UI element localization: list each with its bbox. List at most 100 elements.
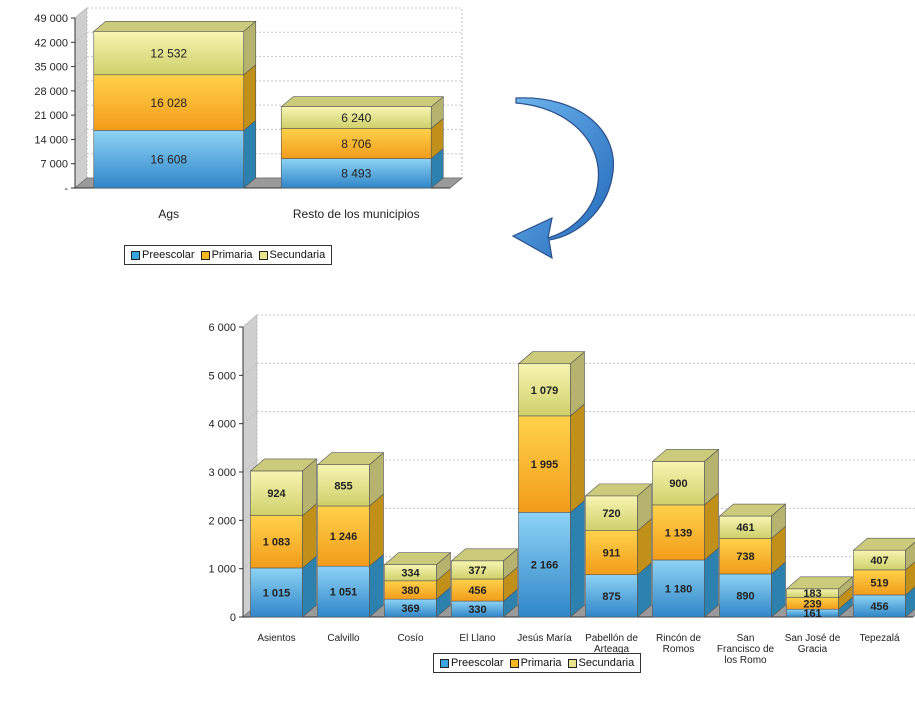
y-tick-label: 28 000	[34, 86, 68, 98]
data-label: 875	[602, 591, 620, 603]
bar-segment-primaria	[719, 538, 772, 575]
bar-segment-primaria	[280, 128, 432, 159]
bar-top-face	[92, 20, 257, 32]
legend-totales: Preescolar Primaria Secundaria	[124, 245, 333, 265]
data-label: 1 083	[263, 537, 291, 549]
y-tick-label: 4 000	[208, 419, 236, 431]
x-category-label: Pabellón de Arteaga	[585, 633, 638, 655]
data-label: 330	[468, 604, 486, 616]
data-label: 911	[603, 548, 621, 560]
y-tick-label: 3 000	[208, 467, 236, 479]
data-label: 1 180	[665, 583, 693, 595]
data-label: 380	[401, 585, 419, 597]
gridline	[74, 129, 88, 140]
bar-segment-preescolar	[652, 559, 705, 618]
y-tick-label: 5 000	[208, 370, 236, 382]
bar-top-face	[651, 449, 720, 462]
y-tick-label: 7 000	[40, 159, 68, 171]
chart-municipios: 0 1 000 2 000 3 000 4 000 5 000 6 000 1 015 1 08…	[208, 313, 915, 666]
data-label: 161	[803, 608, 821, 620]
gridline	[74, 80, 88, 92]
bar-segment-primaria-side	[570, 403, 585, 513]
data-label: 8 706	[341, 137, 371, 151]
gridline	[242, 556, 258, 570]
x-category-label: Tepezalá	[859, 633, 899, 644]
bar-segment-primaria	[93, 74, 245, 131]
data-label: 519	[870, 577, 888, 589]
y-tick-label: 0	[230, 612, 236, 624]
legend-swatch-secundaria	[567, 658, 577, 668]
x-category-label: San Francisco de los Romo	[717, 633, 775, 666]
legend-label: Preescolar	[451, 657, 504, 669]
bar-segment-primaria	[250, 515, 303, 569]
legend-label: Secundaria	[269, 249, 326, 261]
gridline	[74, 7, 88, 19]
bar-segment-primaria-side	[369, 493, 384, 567]
gridline	[74, 56, 88, 67]
bar-segment-primaria	[853, 569, 906, 596]
x-category-label: Asientos	[257, 633, 295, 644]
data-label: 6 240	[341, 111, 371, 125]
legend-label: Primaria	[211, 249, 253, 261]
bar-segment-preescolar-side	[243, 119, 257, 189]
data-label: 900	[669, 478, 687, 490]
bar-segment-secundaria	[652, 461, 705, 506]
bar-top-face	[785, 576, 854, 590]
side-wall	[74, 6, 88, 190]
x-category-label: Jesús María	[517, 633, 572, 644]
data-label: 334	[401, 568, 420, 580]
data-label: 16 608	[150, 153, 187, 167]
bar-segment-primaria	[652, 504, 705, 561]
gridline	[242, 459, 258, 473]
gridline	[242, 507, 258, 521]
legend-item-secundaria: Secundaria	[258, 249, 326, 261]
legend-label: Primaria	[520, 657, 562, 669]
data-label: 461	[736, 522, 754, 534]
y-tick-label: 35 000	[34, 62, 68, 74]
bar-segment-secundaria	[317, 464, 370, 507]
data-label: 738	[736, 551, 754, 563]
y-tick-label: 2 000	[208, 515, 236, 527]
bar-segment-preescolar	[518, 512, 571, 618]
bar-segment-primaria	[518, 415, 571, 513]
bar-top-face	[852, 537, 915, 551]
legend-municipios: Preescolar Primaria Secundaria	[433, 653, 642, 673]
bar-segment-primaria	[585, 530, 638, 576]
bar-segment-preescolar	[719, 573, 772, 618]
data-label: 1 139	[665, 527, 693, 539]
bar-segment-primaria	[317, 505, 370, 567]
x-category-label: Rincón de Romos	[656, 633, 701, 655]
bar-segment-secundaria	[585, 495, 638, 531]
curved-arrow-icon	[511, 97, 614, 260]
legend-item-primaria: Primaria	[509, 657, 562, 669]
x-category-label: Resto de los municipios	[293, 207, 420, 221]
data-label: 407	[870, 555, 888, 567]
gridline	[74, 104, 88, 116]
legend-swatch-primaria	[200, 250, 210, 260]
data-label: 1 079	[531, 385, 559, 397]
y-tick-label: 1 000	[208, 564, 236, 576]
x-category-label: Calvillo	[327, 633, 360, 644]
data-label: 924	[267, 488, 286, 500]
bar-segment-secundaria	[518, 363, 571, 417]
data-label: 377	[468, 565, 486, 577]
data-label: 890	[736, 590, 754, 602]
data-label: 456	[870, 601, 888, 613]
gridline	[242, 314, 258, 328]
chart-totales: - 7 000 14 000 21 000 28 000 35 000 42 000 49 0…	[34, 6, 464, 221]
x-category-label: San José de Gracia	[785, 633, 841, 655]
legend-swatch-preescolar	[440, 658, 449, 668]
y-tick-label: 21 000	[34, 110, 68, 122]
x-category-label: Ags	[158, 207, 179, 221]
bar-top-face	[383, 552, 452, 565]
bar-top-face	[280, 96, 445, 107]
bar-top-face	[517, 351, 586, 365]
y-tick-label: 49 000	[34, 13, 68, 25]
gridline	[242, 411, 258, 425]
bar-top-face	[584, 483, 653, 497]
bar-top-face	[249, 458, 318, 472]
bar-top-face	[450, 548, 519, 562]
bar-segment-preescolar	[93, 130, 245, 189]
legend-swatch-secundaria	[258, 250, 268, 260]
